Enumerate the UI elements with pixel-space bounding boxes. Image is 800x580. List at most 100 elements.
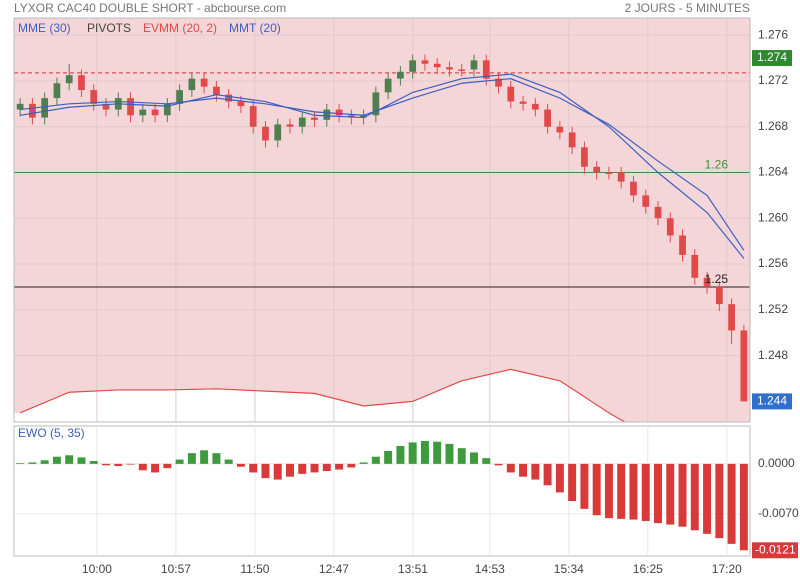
ewo-bar — [187, 453, 196, 464]
candle-body — [200, 78, 208, 87]
candle-body — [139, 109, 147, 116]
ewo-bar — [102, 463, 110, 466]
ewo-bar — [359, 462, 368, 464]
ewo-bar — [65, 455, 74, 464]
y-tick-label: -0.0070 — [758, 506, 799, 520]
ewo-border — [13, 425, 751, 557]
chart-subtitle: 2 JOURS - 5 MINUTES — [625, 1, 750, 15]
candle-body — [249, 106, 257, 127]
legend-mmt: MMT (20) — [229, 21, 281, 35]
candle-body — [78, 75, 85, 91]
ewo-bar — [286, 463, 294, 477]
ewo-bar — [617, 463, 626, 519]
candle-body — [41, 98, 49, 118]
ewo-bar — [690, 463, 699, 531]
x-tick-label: 11:50 — [240, 562, 269, 576]
ewo-bar — [310, 463, 319, 473]
ma-line — [20, 78, 745, 251]
candle-body — [311, 117, 318, 120]
candle-body — [544, 109, 551, 127]
ewo-bar — [236, 463, 245, 467]
candle-body — [163, 103, 171, 116]
candle-body — [691, 254, 699, 278]
ewo-bar — [212, 453, 221, 464]
ewo-bar — [703, 463, 712, 534]
main-border — [13, 17, 751, 423]
last-marker-label: -0.0121 — [755, 542, 796, 556]
candle-body — [470, 60, 478, 70]
candle-body — [384, 78, 392, 93]
ewo-bar — [77, 457, 86, 464]
candle-body — [286, 124, 294, 127]
pivot-label: 1.26 — [705, 158, 729, 172]
x-tick-label: 10:57 — [161, 562, 191, 576]
y-tick-label: 0.0000 — [758, 456, 795, 470]
candle-body — [556, 126, 564, 133]
ewo-bar — [629, 463, 638, 520]
ewo-bar — [138, 463, 147, 471]
ewo-bar — [543, 463, 552, 486]
candle-body — [654, 206, 662, 219]
ewo-bar — [273, 463, 282, 480]
ewo-bar — [126, 463, 135, 465]
candle-body — [151, 109, 159, 116]
chart-title: LYXOR CAC40 DOUBLE SHORT - abcbourse.com — [14, 1, 286, 15]
ewo-bar — [408, 442, 417, 464]
candle-body — [531, 103, 539, 110]
candle-body — [458, 69, 466, 72]
candle-body — [519, 101, 527, 104]
ewo-bar — [420, 441, 429, 464]
candle-body — [298, 117, 306, 127]
candle-body — [728, 304, 735, 331]
ewo-bar — [482, 458, 491, 464]
candle-body — [335, 109, 343, 116]
ewo-title: EWO (5, 35) — [18, 426, 85, 440]
pivot-label: 1.25 — [705, 272, 729, 286]
candle-body — [188, 78, 196, 91]
legend-mme: MME (30) — [18, 21, 71, 35]
candle-body — [397, 71, 404, 79]
candle-body — [127, 98, 134, 116]
ewo-bar — [678, 463, 687, 527]
ewo-bar — [114, 463, 123, 466]
ewo-bar — [457, 448, 466, 464]
candle-body — [715, 286, 723, 305]
ewo-bar — [347, 463, 356, 468]
ewo-bar — [28, 462, 37, 464]
ewo-bar — [52, 456, 61, 464]
ewo-bar — [580, 463, 589, 509]
high-marker-box — [752, 50, 792, 67]
candle-body — [482, 60, 490, 79]
candle-body — [581, 147, 588, 167]
legend-evmm: EVMM (20, 2) — [143, 21, 217, 35]
ewo-bar — [371, 456, 380, 464]
ewo-bar — [641, 463, 650, 521]
candle-body — [225, 94, 233, 102]
last-marker-box — [752, 393, 792, 410]
y-tick-label: 1.276 — [758, 27, 788, 41]
candle-body — [495, 78, 502, 87]
ewo-bar — [555, 463, 564, 493]
candle-body — [421, 60, 429, 64]
ewo-bar — [224, 459, 233, 464]
ewo-bar — [396, 446, 405, 464]
ewo-bar — [261, 463, 270, 479]
ewo-bar — [298, 463, 307, 474]
ewo-bar — [200, 450, 209, 464]
ewo-bar — [322, 463, 331, 471]
ewo-bar — [445, 443, 454, 464]
candle-body — [90, 90, 98, 104]
ewo-bar — [494, 463, 503, 466]
candle-body — [213, 86, 220, 95]
candle-body — [703, 277, 711, 287]
ewo-bar — [727, 463, 736, 544]
candle-body — [53, 83, 61, 99]
x-tick-label: 14:53 — [475, 562, 505, 576]
y-tick-label: 1.272 — [758, 73, 788, 87]
candle-body — [605, 172, 613, 175]
x-tick-label: 12:47 — [319, 562, 349, 576]
candle-body — [323, 109, 331, 120]
candle-body — [65, 75, 73, 84]
candle-body — [16, 103, 24, 110]
y-tick-label: 1.252 — [758, 302, 788, 316]
